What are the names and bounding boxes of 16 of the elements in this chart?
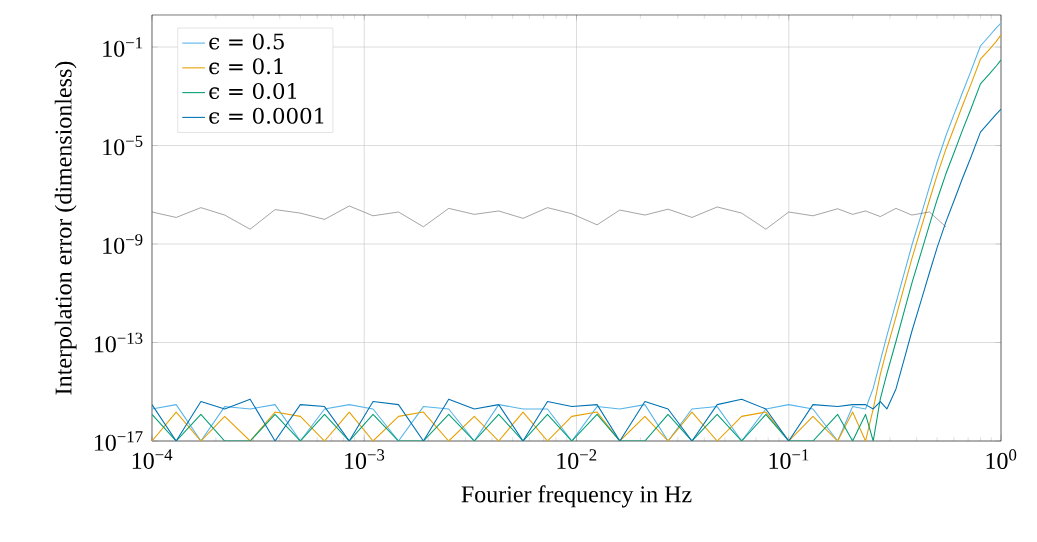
y-tick-label: 10$^{−17}$ <box>94 431 143 451</box>
y-tick-label: 10$^{−5}$ <box>103 135 143 156</box>
x-tick-label: 10$^{−3}$ <box>345 449 385 469</box>
y-tick-label: 10$^{−9}$ <box>103 234 143 254</box>
legend-label: ϵ = 0.5 <box>209 33 284 50</box>
legend-label: ϵ = 0.01 <box>209 82 297 100</box>
x-tick-label: 10$^{−4}$ <box>132 449 173 469</box>
y-tick-label: 10$^{−1}$ <box>103 37 143 57</box>
x-tick-label: 10$^{0}$ <box>986 449 1017 470</box>
x-axis-title: Fourier frequency in Hz <box>461 485 692 508</box>
legend-label: ϵ = 0.1 <box>209 58 283 75</box>
x-tick-label: 10$^{−2}$ <box>557 449 597 469</box>
x-tick-label: 10$^{−1}$ <box>769 449 809 469</box>
y-tick-label: 10$^{−13}$ <box>94 332 143 353</box>
y-axis-title: Interpolation error (dimensionless) <box>54 61 77 395</box>
legend-label: ϵ = 0.0001 <box>209 107 324 124</box>
